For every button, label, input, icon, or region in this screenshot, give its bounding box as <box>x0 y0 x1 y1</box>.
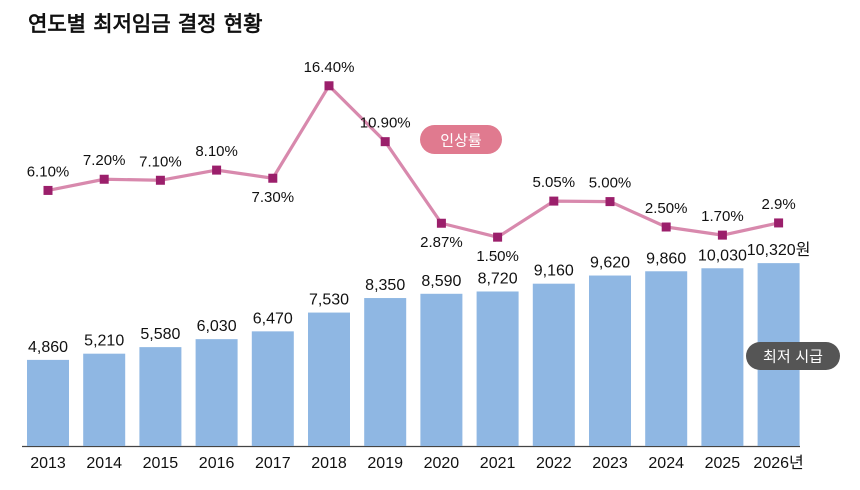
bar-2023 <box>589 275 631 446</box>
rate-point-marker <box>774 218 784 228</box>
wage-series-badge <box>746 342 840 370</box>
x-tick-label: 2018 <box>311 455 347 472</box>
rate-point-marker <box>436 218 446 228</box>
bar-value-label: 8,720 <box>478 270 518 287</box>
bar-value-label: 9,620 <box>590 255 630 272</box>
bar-2022 <box>532 283 575 446</box>
rate-point-marker <box>268 173 278 183</box>
x-tick-label: 2026년 <box>753 454 803 472</box>
bar-2017 <box>251 331 294 446</box>
x-tick-label: 2020 <box>424 455 460 472</box>
rate-point-marker <box>493 232 503 242</box>
rate-value-label: 7.20% <box>83 152 126 169</box>
chart-title: 연도별 최저임금 결정 현황 <box>28 12 263 36</box>
bar-value-label: 8,350 <box>365 277 405 294</box>
rate-value-label: 6.10% <box>27 163 70 180</box>
bar-value-label: 10,320원 <box>747 241 811 259</box>
x-tick-label: 2023 <box>592 455 628 472</box>
bar-value-label: 6,030 <box>197 318 237 335</box>
bar-2018 <box>308 312 350 446</box>
x-tick-label: 2025 <box>705 455 741 472</box>
bar-value-label: 5,580 <box>140 326 180 343</box>
rate-point-marker <box>43 185 53 195</box>
rate-series-badge-label: 인상률 <box>440 132 482 150</box>
rate-series-badge <box>420 125 502 154</box>
rate-point-marker <box>605 197 615 207</box>
rate-point-marker <box>99 174 109 184</box>
x-tick-label: 2016 <box>199 455 235 472</box>
bar-2015 <box>139 347 182 446</box>
bar-2020 <box>420 293 463 446</box>
rate-value-label: 1.70% <box>701 208 744 225</box>
bar-value-label: 10,030 <box>698 247 747 264</box>
rate-value-label: 2.9% <box>761 196 795 213</box>
rate-value-label: 1.50% <box>476 248 519 265</box>
x-tick-label: 2014 <box>86 455 122 472</box>
x-tick-label: 2024 <box>648 455 684 472</box>
wage-series-badge-label: 최저 시급 <box>763 348 823 366</box>
bar-2013 <box>27 359 69 446</box>
rate-point-marker <box>212 165 222 175</box>
bar-value-label: 6,470 <box>253 310 293 327</box>
rate-value-label: 7.30% <box>252 189 295 206</box>
rate-value-label: 8.10% <box>195 143 238 160</box>
x-tick-label: 2017 <box>255 455 291 472</box>
x-tick-label: 2015 <box>143 455 179 472</box>
rate-value-label: 5.00% <box>589 175 632 192</box>
bar-value-label: 8,590 <box>421 273 461 290</box>
rate-value-label: 2.87% <box>420 234 463 251</box>
rate-point-marker <box>380 137 390 147</box>
bar-value-label: 5,210 <box>84 333 124 350</box>
bar-2021 <box>476 291 519 446</box>
x-tick-label: 2019 <box>367 455 403 472</box>
rate-value-label: 5.05% <box>533 174 576 191</box>
rate-value-label: 7.10% <box>139 153 182 170</box>
bar-value-label: 9,160 <box>534 263 574 280</box>
rate-point-marker <box>661 222 671 232</box>
bar-value-label: 9,860 <box>646 250 686 267</box>
rate-point-marker <box>549 196 559 206</box>
bar-2014 <box>83 353 126 446</box>
rate-value-label: 16.40% <box>304 59 355 76</box>
x-tick-label: 2021 <box>480 455 516 472</box>
rate-value-label: 10.90% <box>360 115 411 132</box>
bar-2025 <box>701 268 744 446</box>
rate-point-marker <box>324 81 334 91</box>
x-tick-label: 2013 <box>30 455 66 472</box>
bar-2019 <box>364 298 407 446</box>
bar-value-label: 7,530 <box>309 292 349 309</box>
rate-line-series <box>47 84 779 239</box>
rate-value-label: 2.50% <box>645 200 688 217</box>
rate-point-marker <box>717 230 727 240</box>
x-tick-label: 2022 <box>536 455 572 472</box>
rate-point-marker <box>155 175 165 185</box>
bar-2024 <box>645 271 688 446</box>
bar-2016 <box>195 339 238 446</box>
bar-value-label: 4,860 <box>28 339 68 356</box>
